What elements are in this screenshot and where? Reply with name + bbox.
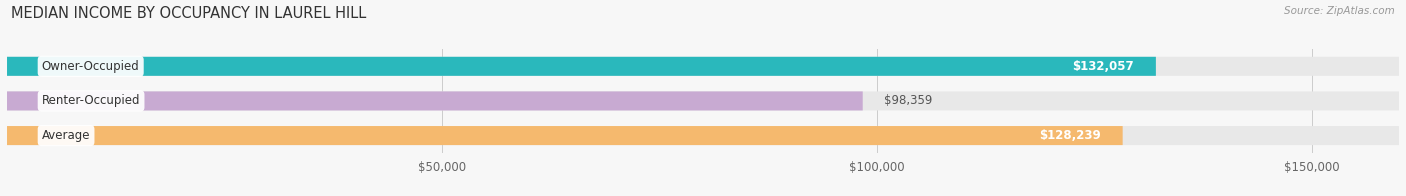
FancyBboxPatch shape <box>7 91 1399 111</box>
FancyBboxPatch shape <box>7 126 1399 145</box>
Text: Renter-Occupied: Renter-Occupied <box>42 94 141 107</box>
Text: Owner-Occupied: Owner-Occupied <box>42 60 139 73</box>
FancyBboxPatch shape <box>7 57 1156 76</box>
FancyBboxPatch shape <box>7 91 863 111</box>
Text: $132,057: $132,057 <box>1073 60 1135 73</box>
FancyBboxPatch shape <box>7 57 1399 76</box>
Text: $128,239: $128,239 <box>1039 129 1101 142</box>
Text: Source: ZipAtlas.com: Source: ZipAtlas.com <box>1284 6 1395 16</box>
Text: Average: Average <box>42 129 90 142</box>
Text: $98,359: $98,359 <box>884 94 932 107</box>
Text: MEDIAN INCOME BY OCCUPANCY IN LAUREL HILL: MEDIAN INCOME BY OCCUPANCY IN LAUREL HIL… <box>11 6 367 21</box>
FancyBboxPatch shape <box>7 126 1122 145</box>
